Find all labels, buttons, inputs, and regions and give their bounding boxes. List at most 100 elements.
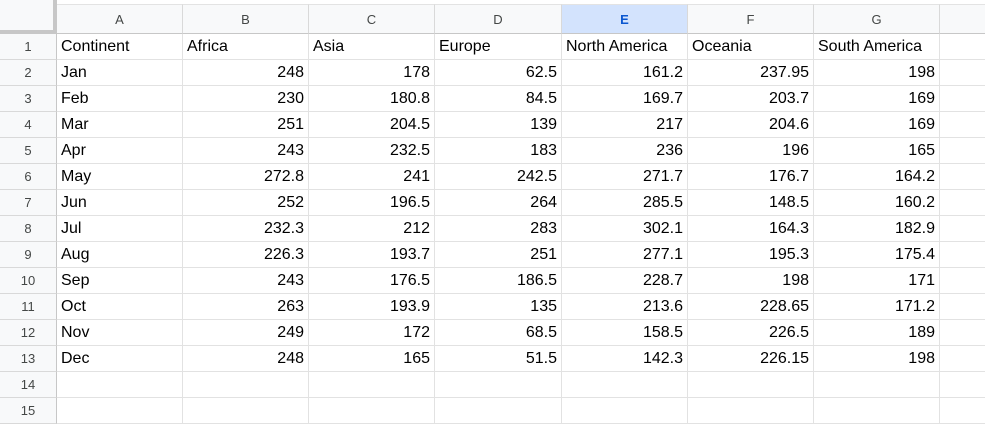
cell-a7[interactable]: Jun xyxy=(57,190,183,216)
cell-e11[interactable]: 213.6 xyxy=(562,294,688,320)
cell-g1[interactable]: South America xyxy=(814,34,940,60)
cell-g13[interactable]: 198 xyxy=(814,346,940,372)
cell-f10[interactable]: 198 xyxy=(688,268,814,294)
cell-c15[interactable] xyxy=(309,398,435,424)
cell-b12[interactable]: 249 xyxy=(183,320,309,346)
row-header-10[interactable]: 10 xyxy=(0,268,57,294)
cell-e7[interactable]: 285.5 xyxy=(562,190,688,216)
cell-b5[interactable]: 243 xyxy=(183,138,309,164)
cell-f13[interactable]: 226.15 xyxy=(688,346,814,372)
cell-h9[interactable] xyxy=(940,242,985,268)
cell-f5[interactable]: 196 xyxy=(688,138,814,164)
cell-a6[interactable]: May xyxy=(57,164,183,190)
cell-e1[interactable]: North America xyxy=(562,34,688,60)
cell-d4[interactable]: 139 xyxy=(435,112,562,138)
cell-b10[interactable]: 243 xyxy=(183,268,309,294)
cell-h4[interactable] xyxy=(940,112,985,138)
cell-a8[interactable]: Jul xyxy=(57,216,183,242)
cell-h3[interactable] xyxy=(940,86,985,112)
row-header-6[interactable]: 6 xyxy=(0,164,57,190)
cell-d6[interactable]: 242.5 xyxy=(435,164,562,190)
cell-d12[interactable]: 68.5 xyxy=(435,320,562,346)
cell-a2[interactable]: Jan xyxy=(57,60,183,86)
cell-d7[interactable]: 264 xyxy=(435,190,562,216)
cell-h15[interactable] xyxy=(940,398,985,424)
cell-h10[interactable] xyxy=(940,268,985,294)
cell-h8[interactable] xyxy=(940,216,985,242)
cell-a12[interactable]: Nov xyxy=(57,320,183,346)
cell-b1[interactable]: Africa xyxy=(183,34,309,60)
column-header-next[interactable] xyxy=(940,4,985,34)
cell-h7[interactable] xyxy=(940,190,985,216)
cell-f3[interactable]: 203.7 xyxy=(688,86,814,112)
cell-e8[interactable]: 302.1 xyxy=(562,216,688,242)
cell-h12[interactable] xyxy=(940,320,985,346)
cell-b11[interactable]: 263 xyxy=(183,294,309,320)
cell-g7[interactable]: 160.2 xyxy=(814,190,940,216)
row-header-7[interactable]: 7 xyxy=(0,190,57,216)
cell-d2[interactable]: 62.5 xyxy=(435,60,562,86)
row-header-12[interactable]: 12 xyxy=(0,320,57,346)
column-header-f[interactable]: F xyxy=(688,4,814,34)
cell-f7[interactable]: 148.5 xyxy=(688,190,814,216)
cell-f14[interactable] xyxy=(688,372,814,398)
cell-g10[interactable]: 171 xyxy=(814,268,940,294)
cell-b14[interactable] xyxy=(183,372,309,398)
cell-f2[interactable]: 237.95 xyxy=(688,60,814,86)
cell-h2[interactable] xyxy=(940,60,985,86)
row-header-8[interactable]: 8 xyxy=(0,216,57,242)
cell-f15[interactable] xyxy=(688,398,814,424)
cell-h1[interactable] xyxy=(940,34,985,60)
cell-h11[interactable] xyxy=(940,294,985,320)
cell-e13[interactable]: 142.3 xyxy=(562,346,688,372)
cell-c11[interactable]: 193.9 xyxy=(309,294,435,320)
cell-e4[interactable]: 217 xyxy=(562,112,688,138)
cell-e12[interactable]: 158.5 xyxy=(562,320,688,346)
cell-f12[interactable]: 226.5 xyxy=(688,320,814,346)
cell-a14[interactable] xyxy=(57,372,183,398)
cell-h13[interactable] xyxy=(940,346,985,372)
cell-c9[interactable]: 193.7 xyxy=(309,242,435,268)
cell-a11[interactable]: Oct xyxy=(57,294,183,320)
cell-a9[interactable]: Aug xyxy=(57,242,183,268)
cell-c14[interactable] xyxy=(309,372,435,398)
cell-g11[interactable]: 171.2 xyxy=(814,294,940,320)
cell-e6[interactable]: 271.7 xyxy=(562,164,688,190)
cell-f1[interactable]: Oceania xyxy=(688,34,814,60)
cell-b2[interactable]: 248 xyxy=(183,60,309,86)
row-header-11[interactable]: 11 xyxy=(0,294,57,320)
row-header-4[interactable]: 4 xyxy=(0,112,57,138)
cell-e2[interactable]: 161.2 xyxy=(562,60,688,86)
cell-a1[interactable]: Continent xyxy=(57,34,183,60)
cell-f11[interactable]: 228.65 xyxy=(688,294,814,320)
cell-g8[interactable]: 182.9 xyxy=(814,216,940,242)
column-header-b[interactable]: B xyxy=(183,4,309,34)
cell-c8[interactable]: 212 xyxy=(309,216,435,242)
column-header-c[interactable]: C xyxy=(309,4,435,34)
cell-a10[interactable]: Sep xyxy=(57,268,183,294)
cell-c2[interactable]: 178 xyxy=(309,60,435,86)
cell-e5[interactable]: 236 xyxy=(562,138,688,164)
cell-h14[interactable] xyxy=(940,372,985,398)
cell-g3[interactable]: 169 xyxy=(814,86,940,112)
cell-e9[interactable]: 277.1 xyxy=(562,242,688,268)
cell-b7[interactable]: 252 xyxy=(183,190,309,216)
cell-c5[interactable]: 232.5 xyxy=(309,138,435,164)
cell-g4[interactable]: 169 xyxy=(814,112,940,138)
cell-d5[interactable]: 183 xyxy=(435,138,562,164)
cell-d1[interactable]: Europe xyxy=(435,34,562,60)
cell-f8[interactable]: 164.3 xyxy=(688,216,814,242)
cell-g14[interactable] xyxy=(814,372,940,398)
cell-e3[interactable]: 169.7 xyxy=(562,86,688,112)
cell-c6[interactable]: 241 xyxy=(309,164,435,190)
cell-d9[interactable]: 251 xyxy=(435,242,562,268)
cell-e14[interactable] xyxy=(562,372,688,398)
cell-a3[interactable]: Feb xyxy=(57,86,183,112)
cell-d14[interactable] xyxy=(435,372,562,398)
cell-e15[interactable] xyxy=(562,398,688,424)
cell-g2[interactable]: 198 xyxy=(814,60,940,86)
cell-c12[interactable]: 172 xyxy=(309,320,435,346)
row-header-1[interactable]: 1 xyxy=(0,34,57,60)
cell-e10[interactable]: 228.7 xyxy=(562,268,688,294)
cell-d13[interactable]: 51.5 xyxy=(435,346,562,372)
